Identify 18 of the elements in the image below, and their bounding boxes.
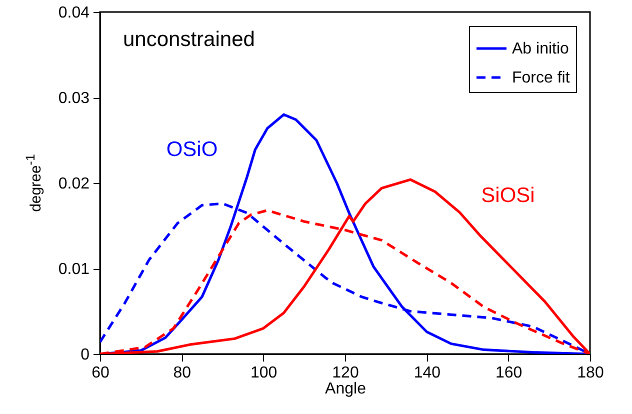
legend-label: Force fit	[512, 70, 570, 86]
x-tick-label: 140	[414, 364, 441, 382]
y-tick-label: 0.01	[58, 261, 90, 278]
annotation: SiOSi	[481, 184, 535, 207]
annotation: OSiO	[166, 138, 218, 161]
annotation: unconstrained	[123, 28, 255, 51]
y-tick-label: 0.02	[58, 176, 90, 192]
x-tick-label: 180	[577, 364, 604, 382]
y-tick-label: 0.04	[58, 4, 90, 22]
legend-label: Ab initio	[512, 40, 570, 58]
x-tick-label: 80	[173, 364, 192, 382]
y-tick-label: 0	[80, 346, 90, 364]
x-tick-label: 60	[92, 364, 110, 382]
x-axis-title: Angle	[325, 380, 366, 398]
x-tick-label: 160	[495, 364, 522, 382]
y-tick-label: 0.03	[58, 90, 90, 107]
x-tick-label: 100	[250, 364, 278, 382]
x-tick-label: 120	[332, 364, 359, 382]
